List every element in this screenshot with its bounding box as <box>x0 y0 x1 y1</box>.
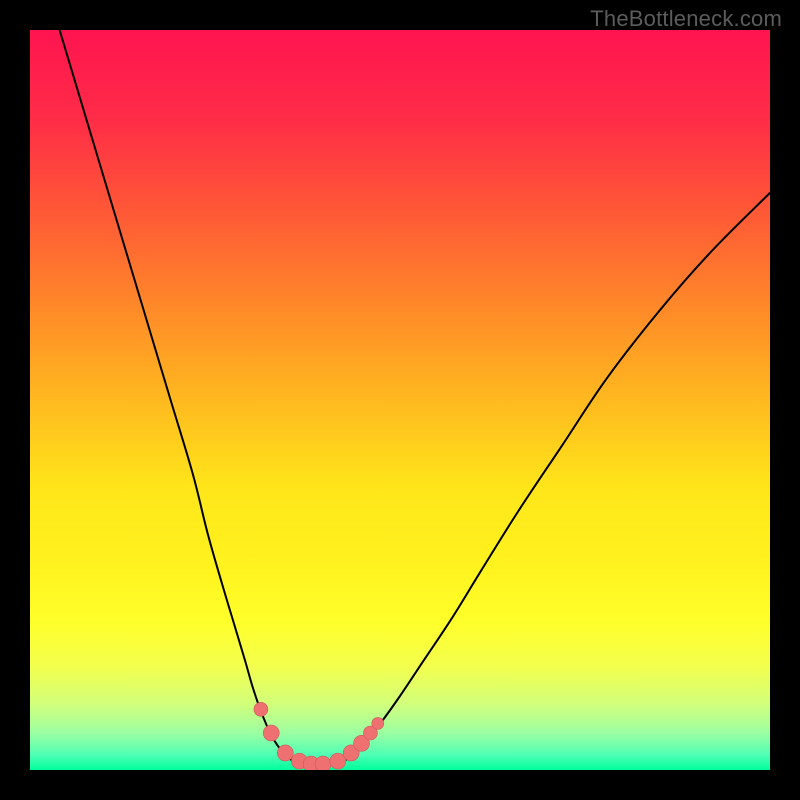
marker-dot <box>254 702 268 716</box>
outer-frame: TheBottleneck.com <box>0 0 800 800</box>
marker-dot <box>277 745 293 761</box>
plot-background <box>30 30 770 770</box>
marker-dot <box>315 756 331 770</box>
watermark-text: TheBottleneck.com <box>590 6 782 32</box>
marker-dot <box>372 717 384 729</box>
marker-dot <box>263 725 279 741</box>
bottleneck-chart <box>30 30 770 770</box>
